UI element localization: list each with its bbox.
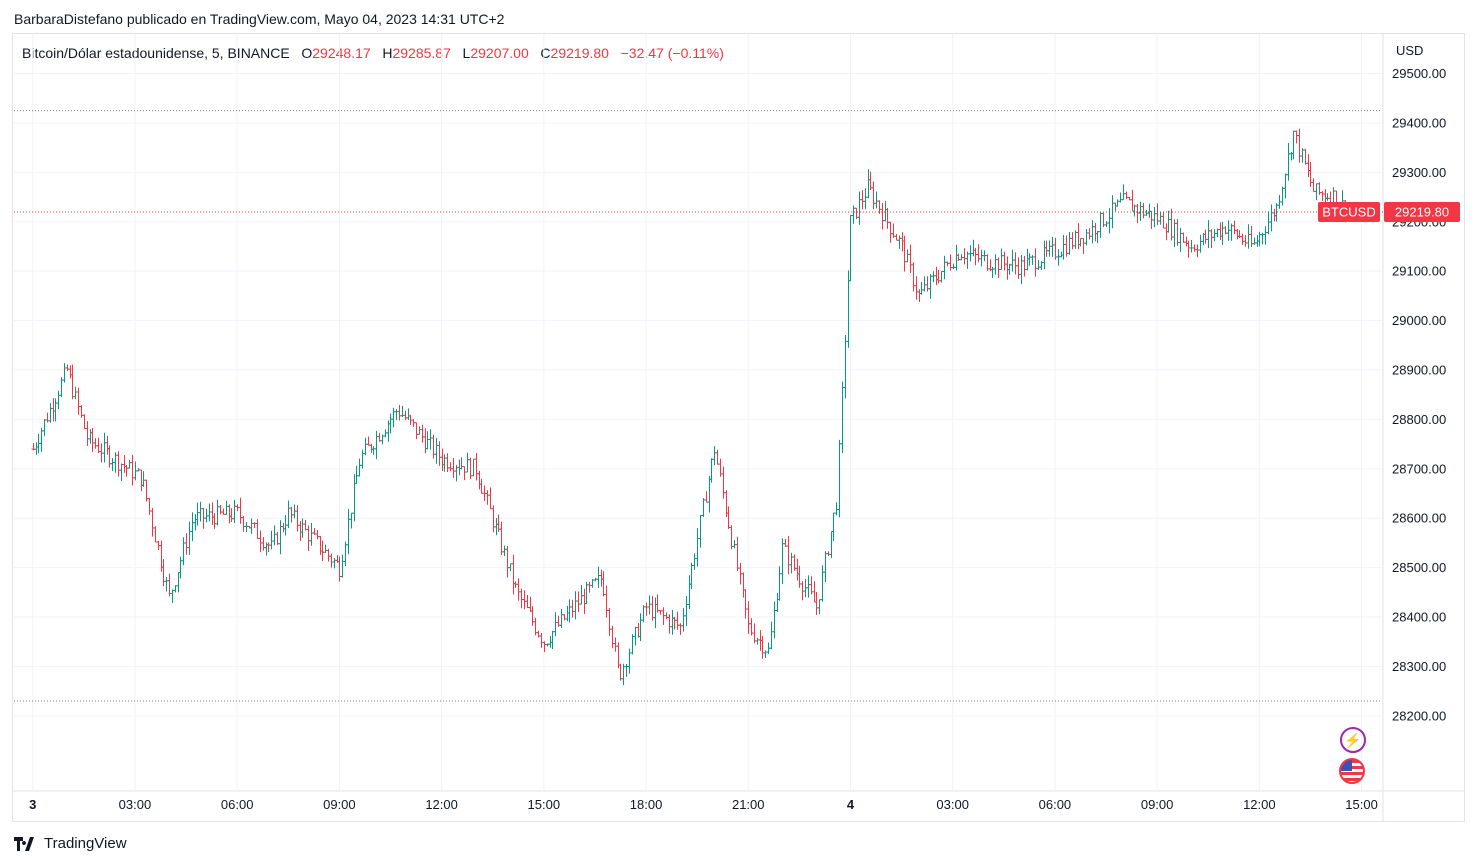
y-tick-label: 28900.00 (1392, 363, 1446, 378)
last-price-tag-label: 29219.80 (1395, 204, 1449, 219)
y-tick-label: 29500.00 (1392, 66, 1446, 81)
x-tick-label: 12:00 (425, 797, 458, 812)
x-tick-label: 15:00 (1345, 797, 1378, 812)
legend-open-label: O (301, 45, 313, 61)
y-tick-label: 29400.00 (1392, 115, 1446, 130)
y-tick-label: 28600.00 (1392, 511, 1446, 526)
legend-open-value: 29248.17 (312, 45, 371, 61)
x-tick-label: 09:00 (1141, 797, 1174, 812)
y-tick-label: 28700.00 (1392, 461, 1446, 476)
x-tick-label: 4 (847, 797, 855, 812)
legend-close-label: C (540, 45, 551, 61)
legend-close-value: 29219.80 (550, 45, 609, 61)
x-tick-label: 09:00 (323, 797, 356, 812)
legend-low-value: 29207.00 (470, 45, 529, 61)
ticker-tag-label: BTCUSD (1322, 204, 1375, 219)
legend-high-value: 29285.87 (392, 45, 451, 61)
lightning-icon[interactable]: ⚡ (1340, 727, 1366, 753)
y-tick-label: 29100.00 (1392, 264, 1446, 279)
y-tick-label: 28400.00 (1392, 610, 1446, 625)
last-price-tag (1384, 201, 1460, 222)
y-tick-label: 28300.00 (1392, 659, 1446, 674)
tradingview-brand: TradingView (44, 835, 127, 852)
currency-label[interactable]: USD (1396, 43, 1424, 58)
x-tick-label: 21:00 (732, 797, 765, 812)
chart-frame (12, 33, 1465, 822)
legend-symbol[interactable]: Bitcoin/Dólar estadounidense, 5, BINANCE (22, 45, 290, 61)
y-tick-label: 28800.00 (1392, 412, 1446, 427)
publisher-line: BarbaraDistefano publicado en TradingVie… (14, 11, 505, 27)
y-tick-label: 29000.00 (1392, 313, 1446, 328)
x-tick-label: 06:00 (221, 797, 254, 812)
x-tick-label: 3 (29, 797, 36, 812)
tradingview-logo-icon (14, 836, 34, 851)
legend-high-label: H (382, 45, 393, 61)
x-tick-label: 15:00 (528, 797, 561, 812)
tradingview-logo[interactable]: TradingView (14, 835, 127, 852)
x-tick-label: 18:00 (630, 797, 663, 812)
x-tick-label: 12:00 (1243, 797, 1276, 812)
x-tick-label: 03:00 (119, 797, 152, 812)
x-tick-label: 06:00 (1039, 797, 1072, 812)
y-tick-label: 29300.00 (1392, 165, 1446, 180)
x-tick-label: 03:00 (936, 797, 969, 812)
legend-low-label: L (462, 45, 471, 61)
y-tick-label: 28500.00 (1392, 560, 1446, 575)
y-tick-label: 28200.00 (1392, 708, 1446, 723)
us-flag-icon[interactable] (1339, 758, 1365, 784)
ticker-tag (1318, 201, 1380, 222)
